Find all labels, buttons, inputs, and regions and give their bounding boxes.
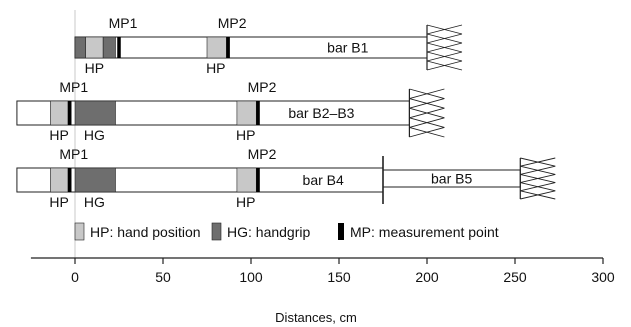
- measurement-point-segment: [117, 37, 121, 58]
- label-mp1: MP1: [59, 79, 88, 95]
- hand-position-segment: [236, 100, 257, 126]
- bar-label: bar B5: [431, 171, 472, 187]
- legend-swatch: [338, 223, 344, 240]
- label-mp2: MP2: [248, 146, 277, 162]
- handgrip-segment: [74, 36, 86, 59]
- hand-position-segment: [50, 100, 69, 126]
- bar-label: bar B2–B3: [288, 105, 354, 121]
- label-hg: HG: [84, 194, 105, 210]
- bar-label: bar B4: [303, 172, 344, 188]
- bar-body: [74, 36, 428, 59]
- label-hp: HP: [49, 194, 68, 210]
- legend-swatch: [74, 222, 85, 241]
- bar-b2: bar B2–B3 MP1 MP2 HP HG HP: [16, 79, 445, 143]
- axis-title: Distances, cm: [275, 310, 357, 325]
- fixed-support: [408, 88, 445, 138]
- legend-text: MP: measurement point: [350, 224, 499, 240]
- hatch-line: [520, 173, 556, 184]
- handgrip-segment: [102, 36, 116, 59]
- measurement-point-segment: [67, 168, 72, 192]
- tick-label: 250: [503, 269, 527, 285]
- measurement-point-segment: [256, 101, 260, 125]
- bar-b5: bar B5: [382, 157, 556, 200]
- distance-axis: Distances, cm 0 50 100 150 200 250 300: [30, 257, 615, 325]
- hatch-line: [520, 190, 556, 200]
- label-mp1: MP1: [59, 146, 88, 162]
- tick-label: 50: [155, 269, 171, 285]
- label-hp: HP: [206, 60, 225, 76]
- legend: HP: hand position HG: handgrip MP: measure…: [74, 222, 499, 241]
- hatch-line: [409, 107, 445, 119]
- hand-position-segment: [50, 167, 69, 193]
- hatch-line: [426, 60, 463, 71]
- label-hp: HP: [49, 127, 68, 143]
- label-hp: HP: [236, 194, 255, 210]
- tick-label: 300: [591, 269, 615, 285]
- bar-b1: bar B1 MP1 MP2 HP HP: [74, 15, 463, 76]
- hatch-line: [409, 117, 445, 128]
- legend-swatch: [211, 222, 222, 241]
- hand-position-segment: [85, 36, 104, 59]
- tick-label: 150: [327, 269, 351, 285]
- label-mp2: MP2: [248, 79, 277, 95]
- legend-item-measurement-point: MP: measurement point: [338, 223, 499, 240]
- hatch-line: [520, 182, 556, 192]
- label-hg: HG: [84, 127, 105, 143]
- legend-item-handgrip: HG: handgrip: [211, 222, 310, 241]
- hatch-line: [426, 51, 463, 62]
- measurement-point-segment: [226, 37, 230, 58]
- fixed-support: [519, 157, 556, 200]
- hatch-line: [520, 157, 556, 167]
- tick-label: 200: [415, 269, 439, 285]
- tick-label: 0: [71, 269, 79, 285]
- legend-text: HP: hand position: [90, 224, 201, 240]
- label-mp2: MP2: [218, 15, 247, 31]
- label-hp: HP: [236, 127, 255, 143]
- label-mp1: MP1: [109, 15, 138, 31]
- legend-text: HG: handgrip: [227, 224, 310, 240]
- legend-item-hand-position: HP: hand position: [74, 222, 201, 241]
- measurement-point-segment: [67, 101, 72, 125]
- hand-position-segment: [206, 36, 227, 59]
- hatch-line: [426, 24, 463, 35]
- hatch-line: [409, 126, 445, 138]
- tick-label: 100: [239, 269, 263, 285]
- bar-label: bar B1: [327, 40, 368, 56]
- bar-b4: bar B4 MP1 MP2 HP HG HP: [16, 146, 384, 210]
- hatch-line: [520, 165, 556, 175]
- hatch-line: [426, 42, 463, 53]
- handgrip-segment: [74, 167, 116, 193]
- hatch-line: [409, 98, 445, 109]
- hand-position-segment: [236, 167, 257, 193]
- label-hp: HP: [85, 60, 104, 76]
- fixed-support: [426, 24, 463, 71]
- hatch-line: [426, 33, 463, 44]
- measurement-point-segment: [256, 168, 260, 192]
- hatch-line: [409, 88, 445, 100]
- handgrip-segment: [74, 100, 116, 126]
